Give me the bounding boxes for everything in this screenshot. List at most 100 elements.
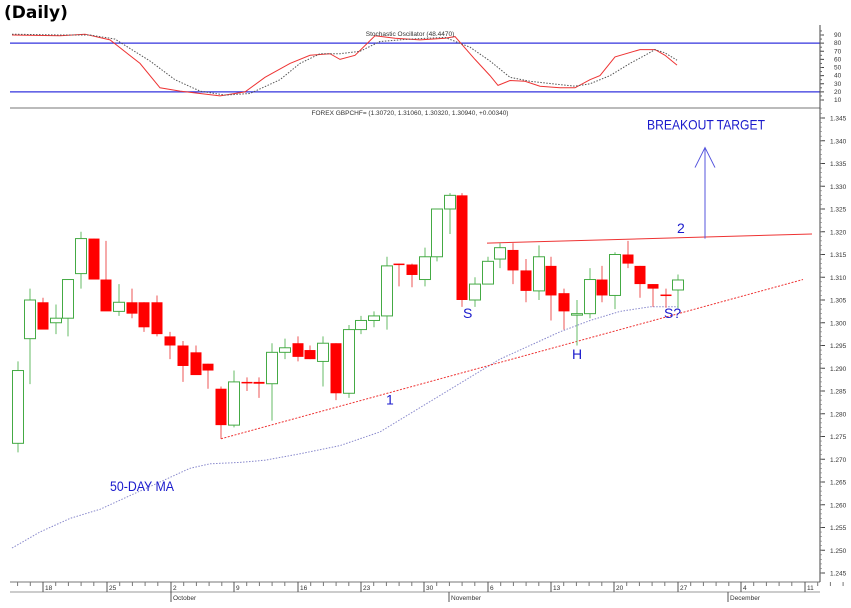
candle-body — [253, 381, 265, 384]
candle-body — [545, 265, 557, 296]
candle-bearish — [596, 265, 608, 303]
candle-body — [381, 265, 393, 317]
annotation-s: S — [463, 305, 472, 321]
annotation-s-: S? — [664, 305, 681, 321]
candle-bullish — [368, 311, 380, 328]
price-title: FOREX GBPCHF= (1.30720, 1.31060, 1.30320… — [312, 110, 509, 117]
candle-bullish — [444, 193, 456, 235]
stoch-tick-label: 90 — [834, 32, 842, 39]
candle-bullish — [431, 208, 443, 262]
candle-bearish — [304, 345, 316, 360]
candle-bearish — [660, 288, 672, 308]
candle-body — [177, 345, 189, 366]
candle-bullish — [62, 279, 74, 337]
x-tick-label: 9 — [236, 585, 240, 592]
month-label: October — [173, 595, 197, 602]
candle-body — [330, 343, 342, 394]
price-panel: FOREX GBPCHF= (1.30720, 1.31060, 1.30320… — [11, 110, 813, 549]
price-tick-label: 1.290 — [830, 366, 847, 373]
month-label: December — [730, 595, 761, 602]
candle-bearish — [202, 363, 214, 389]
candle-body — [24, 299, 36, 340]
candle-bearish — [177, 340, 189, 382]
candle-body — [355, 319, 367, 331]
candle-body — [190, 352, 202, 376]
candle-bullish — [12, 361, 24, 453]
candle-body — [482, 260, 494, 285]
candle-bearish — [215, 386, 227, 439]
price-tick-label: 1.330 — [830, 184, 847, 191]
stoch-line-pct-d — [11, 33, 678, 96]
candle-bearish — [545, 256, 557, 321]
x-tick-label: 27 — [680, 585, 688, 592]
x-tick-label: 2 — [173, 585, 177, 592]
candle-body — [444, 194, 456, 210]
candle-body — [241, 381, 253, 384]
trendline-support-1 — [220, 279, 804, 440]
candle-body — [494, 247, 506, 260]
price-tick-label: 1.340 — [830, 138, 847, 145]
moving-average-line — [11, 306, 678, 549]
price-tick-label: 1.335 — [830, 161, 847, 168]
price-tick-label: 1.295 — [830, 343, 847, 350]
candle-body — [520, 270, 532, 291]
candle-body — [12, 370, 24, 444]
candle-bearish — [292, 336, 304, 362]
candle-bearish — [647, 284, 659, 307]
candle-bearish — [520, 259, 532, 303]
stoch-title: Stochastic Oscillator (48.4470) — [366, 31, 455, 38]
candle-body — [469, 283, 481, 301]
candle-bullish — [343, 325, 355, 398]
price-tick-label: 1.265 — [830, 480, 847, 487]
candle-bullish — [609, 252, 621, 310]
trendline-neckline-2 — [486, 233, 813, 244]
candle-body — [304, 350, 316, 360]
price-tick-label: 1.310 — [830, 275, 847, 282]
candle-body — [419, 256, 431, 281]
candle-bullish — [24, 288, 36, 385]
candle-body — [672, 279, 684, 291]
x-tick-label: 4 — [743, 585, 747, 592]
candle-bearish — [88, 238, 100, 280]
stoch-tick-label: 40 — [834, 73, 842, 80]
candle-body — [138, 302, 150, 328]
candle-body — [507, 249, 519, 271]
candle-body — [266, 351, 278, 385]
candle-bullish — [419, 247, 431, 287]
price-tick-label: 1.260 — [830, 502, 847, 509]
stoch-tick-label: 80 — [834, 40, 842, 47]
candle-bearish — [190, 345, 202, 376]
candle-body — [634, 265, 646, 285]
candle-body — [228, 381, 240, 426]
candle-body — [406, 264, 418, 275]
candle-bearish — [151, 295, 163, 337]
candle-body — [317, 342, 329, 362]
candle-body — [584, 279, 596, 315]
price-tick-label: 1.285 — [830, 389, 847, 396]
candle-body — [164, 336, 176, 346]
candle-body — [62, 279, 74, 319]
candle-bearish — [507, 243, 519, 285]
candle-bullish — [672, 274, 684, 309]
chart-period-title: (Daily) — [4, 3, 68, 23]
candle-body — [368, 315, 380, 321]
x-tick-label: 25 — [109, 585, 117, 592]
x-tick-label: 13 — [553, 585, 561, 592]
candle-body — [609, 254, 621, 296]
candle-body — [75, 238, 87, 275]
axes: 9080706050403020101.3451.3401.3351.3301.… — [10, 25, 847, 602]
candle-bullish — [469, 277, 481, 307]
candle-bearish — [138, 302, 150, 332]
x-tick-label: 6 — [490, 585, 494, 592]
candle-body — [113, 301, 125, 312]
candle-body — [647, 284, 659, 289]
month-label: November — [451, 595, 482, 602]
x-tick-label: 16 — [300, 585, 308, 592]
candle-bearish — [406, 263, 418, 288]
stoch-line-pct-k — [11, 33, 678, 97]
price-tick-label: 1.275 — [830, 434, 847, 441]
candle-bullish — [571, 300, 583, 346]
candle-body — [533, 256, 545, 292]
price-tick-label: 1.255 — [830, 525, 847, 532]
price-tick-label: 1.345 — [830, 116, 847, 123]
